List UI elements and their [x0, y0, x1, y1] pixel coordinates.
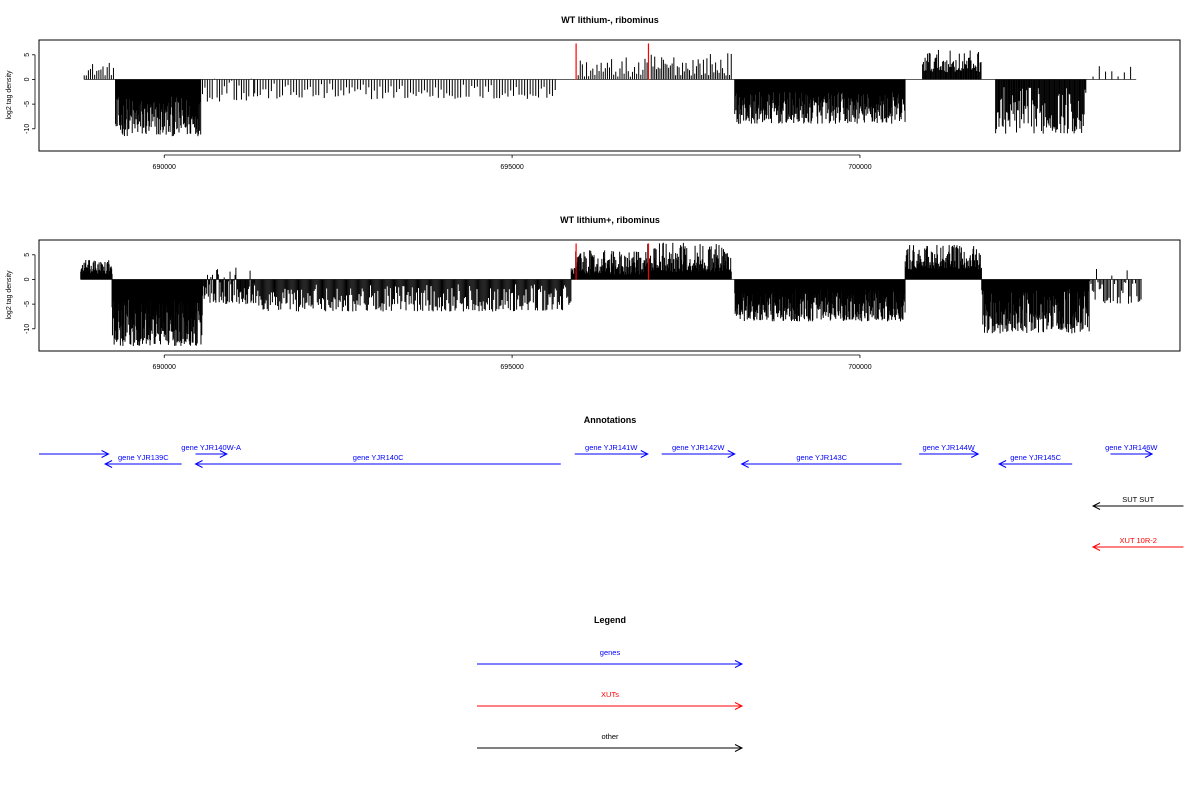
y-tick-label: 0	[24, 277, 31, 281]
feature-arrow: gene YJR140C	[194, 453, 561, 468]
arrowhead	[997, 460, 1007, 468]
x-tick-label: 690000	[153, 364, 176, 371]
x-axis: 690000 695000 700000	[153, 354, 872, 371]
x-tick-label: 700000	[848, 364, 871, 371]
arrowhead	[1144, 450, 1154, 458]
feature-label: gene YJR139C	[118, 453, 169, 462]
x-axis: 690000 695000 700000	[153, 154, 872, 171]
feature-arrow	[39, 450, 110, 458]
feature-label: gene YJR140W-A	[181, 443, 241, 452]
feature-arrow: gene YJR141W	[574, 443, 649, 458]
legend-items: genes XUTs other	[477, 648, 744, 752]
arrowhead	[1091, 502, 1101, 510]
feature-label: gene YJR143C	[796, 453, 847, 462]
legend-label: XUTs	[601, 690, 619, 699]
feature-arrow: gene YJR144W	[919, 443, 980, 458]
y-axis-label: log2 tag density	[6, 70, 13, 120]
legend-item: genes	[477, 648, 744, 668]
feature-arrow: SUT SUT	[1091, 495, 1184, 510]
arrowhead	[734, 660, 744, 668]
arrowhead	[101, 450, 110, 458]
arrowhead	[971, 450, 980, 458]
density-bars	[83, 43, 1137, 137]
feature-label: gene YJR142W	[672, 443, 725, 452]
panel-title: WT lithium-, ribominus	[561, 15, 659, 25]
plot-frame	[38, 239, 1181, 352]
feature-label: gene YJR145C	[1010, 453, 1061, 462]
arrowhead	[734, 744, 744, 752]
arrowhead	[1091, 543, 1101, 551]
arrowhead	[740, 460, 749, 468]
density-bars	[80, 242, 1142, 347]
arrowhead	[727, 450, 736, 458]
feature-arrows: gene YJR139C gene YJR140W-A gene YJR140C ge…	[39, 443, 1184, 551]
x-tick-label: 700000	[848, 164, 871, 171]
legend: Legend genes XUTs other	[477, 615, 744, 752]
feature-label: gene YJR141W	[585, 443, 638, 452]
feature-label: SUT SUT	[1122, 495, 1154, 504]
legend-item: other	[477, 732, 744, 752]
annotations-title: Annotations	[584, 415, 637, 425]
feature-label: gene YJR144W	[922, 443, 975, 452]
feature-arrow: gene YJR142W	[661, 443, 736, 458]
y-tick-label: 5	[24, 53, 31, 57]
arrowhead	[194, 460, 203, 468]
y-tick-label: 5	[24, 253, 31, 257]
feature-arrow: gene YJR143C	[740, 453, 902, 468]
y-tick-label: -10	[24, 124, 31, 134]
y-tick-label: -5	[24, 101, 31, 107]
arrowhead	[640, 450, 649, 458]
arrowhead	[219, 450, 228, 458]
y-axis: 5 0 -5 -10	[24, 253, 36, 334]
feature-label: XUT 10R-2	[1120, 536, 1157, 545]
feature-arrow: XUT 10R-2	[1091, 536, 1184, 551]
y-tick-label: -5	[24, 301, 31, 307]
feature-arrow: gene YJR140W-A	[181, 443, 241, 458]
track-panel-lithium-plus: WT lithium+, ribominus log2 tag density …	[6, 215, 1181, 371]
x-tick-label: 695000	[500, 364, 523, 371]
plot-frame	[38, 39, 1181, 152]
x-tick-label: 695000	[500, 164, 523, 171]
y-tick-label: -10	[24, 324, 31, 334]
arrowhead	[103, 460, 113, 468]
feature-arrow: gene YJR145C	[997, 453, 1073, 468]
legend-label: genes	[600, 648, 621, 657]
panel-title: WT lithium+, ribominus	[560, 215, 660, 225]
legend-title: Legend	[594, 615, 626, 625]
legend-item: XUTs	[477, 690, 744, 710]
y-axis: 5 0 -5 -10	[24, 53, 36, 134]
y-tick-label: 0	[24, 77, 31, 81]
legend-label: other	[601, 732, 619, 741]
feature-arrow: gene YJR139C	[103, 453, 182, 468]
feature-arrow: gene YJR146W	[1105, 443, 1158, 458]
arrowhead	[734, 702, 744, 710]
y-axis-label: log2 tag density	[6, 270, 13, 320]
feature-label: gene YJR140C	[353, 453, 404, 462]
track-panel-lithium-minus: WT lithium-, ribominus log2 tag density …	[6, 15, 1181, 171]
x-tick-label: 690000	[153, 164, 176, 171]
feature-label: gene YJR146W	[1105, 443, 1158, 452]
